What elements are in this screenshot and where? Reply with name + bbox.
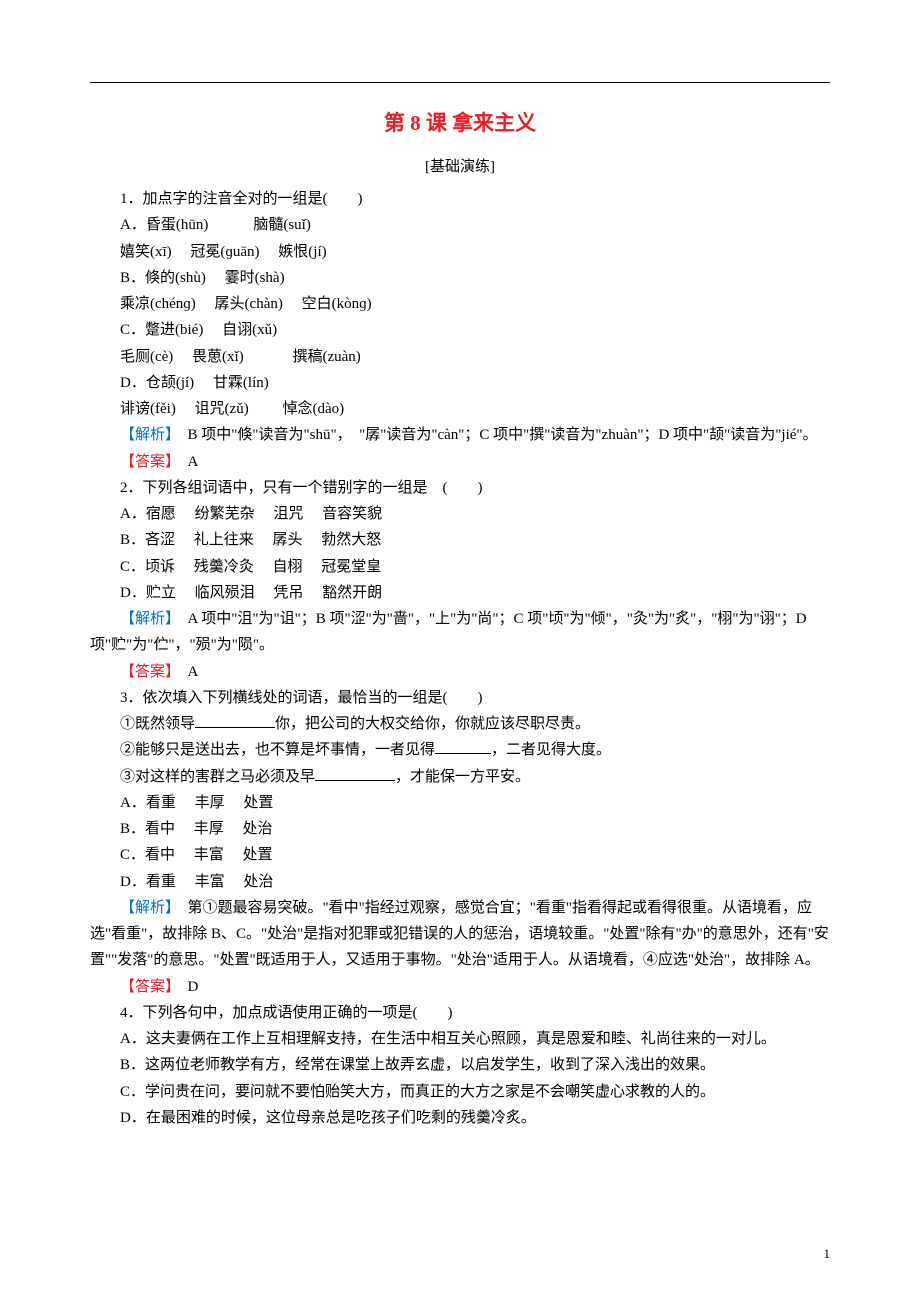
blank-underline bbox=[315, 780, 395, 781]
q2-answer: 【答案】 A bbox=[90, 659, 830, 685]
lesson-title: 第 8 课 拿来主义 bbox=[90, 107, 830, 137]
q1-stem: 1．加点字的注音全对的一组是( ) bbox=[90, 186, 830, 212]
blank-underline bbox=[435, 753, 491, 754]
answer-label: 【答案】 bbox=[120, 664, 173, 680]
q4-stem: 4．下列各句中，加点成语使用正确的一项是( ) bbox=[90, 1000, 830, 1026]
q3-answer: 【答案】 D bbox=[90, 974, 830, 1000]
q3-analysis: 【解析】 第①题最容易突破。"看中"指经过观察，感觉合宜；"看重"指看得起或看得… bbox=[90, 895, 830, 974]
section-subtitle: [基础演练] bbox=[90, 155, 830, 176]
q1-answer-text: A bbox=[173, 454, 199, 470]
document-content: 第 8 课 拿来主义 [基础演练] 1．加点字的注音全对的一组是( ) A．昏蛋… bbox=[0, 0, 920, 1171]
q1-optD-line2: 诽谤(fěi) 诅咒(zǔ) 悼念(dào) bbox=[90, 396, 830, 422]
q2-answer-text: A bbox=[173, 664, 199, 680]
q1-analysis-text: B 项中"倏"读音为"shū"， "孱"读音为"càn"；C 项中"撰"读音为"… bbox=[173, 427, 818, 443]
q3-blank2: ②能够只是送出去，也不算是坏事情，一者见得 ，二者见得大度。 bbox=[90, 737, 830, 763]
q1-optB-line2: 乘凉(chénɡ) 孱头(chàn) 空白(kònɡ) bbox=[90, 291, 830, 317]
q3-line1-a: ①既然领导 bbox=[120, 716, 195, 732]
page-number: 1 bbox=[824, 1246, 831, 1262]
q2-stem: 2．下列各组词语中，只有一个错别字的一组是 ( ) bbox=[90, 475, 830, 501]
answer-label: 【答案】 bbox=[120, 979, 173, 995]
q1-optA-line2: 嬉笑(xī) 冠冕(ɡuān) 嫉恨(jí) bbox=[90, 239, 830, 265]
q1-optA-line1: A．昏蛋(hūn) 脑髓(suǐ) bbox=[90, 212, 830, 238]
q3-stem: 3．依次填入下列横线处的词语，最恰当的一组是( ) bbox=[90, 685, 830, 711]
q4-optD: D．在最困难的时候，这位母亲总是吃孩子们吃剩的残羹冷炙。 bbox=[90, 1105, 830, 1131]
q3-line1-b: 你，把公司的大权交给你，你就应该尽职尽责。 bbox=[275, 716, 590, 732]
q3-optC: C．看中 丰富 处置 bbox=[90, 842, 830, 868]
top-divider bbox=[90, 82, 830, 83]
q2-analysis-text: A 项中"沮"为"诅"；B 项"涩"为"啬"，"上"为"尚"；C 项"顷"为"倾… bbox=[90, 611, 807, 653]
analysis-label: 【解析】 bbox=[120, 611, 173, 627]
q1-answer: 【答案】 A bbox=[90, 449, 830, 475]
answer-label: 【答案】 bbox=[120, 454, 173, 470]
q3-analysis-text: 第①题最容易突破。"看中"指经过观察，感觉合宜；"看重"指看得起或看得很重。从语… bbox=[90, 900, 829, 969]
analysis-label: 【解析】 bbox=[120, 427, 173, 443]
q2-optD: D．贮立 临风殒泪 凭吊 豁然开朗 bbox=[90, 580, 830, 606]
q4-optB: B．这两位老师教学有方，经常在课堂上故弄玄虚，以启发学生，收到了深入浅出的效果。 bbox=[90, 1052, 830, 1078]
q4-optC: C．学问贵在问，要问就不要怕贻笑大方，而真正的大方之家是不会嘲笑虚心求教的人的。 bbox=[90, 1079, 830, 1105]
q3-blank3: ③对这样的害群之马必须及早 ，才能保一方平安。 bbox=[90, 764, 830, 790]
q3-line3-a: ③对这样的害群之马必须及早 bbox=[120, 769, 315, 785]
q1-optB-line1: B．倏的(shù) 霎时(shà) bbox=[90, 265, 830, 291]
q3-optB: B．看中 丰厚 处治 bbox=[90, 816, 830, 842]
q2-optC: C．顷诉 残羹冷灸 自栩 冠冕堂皇 bbox=[90, 554, 830, 580]
q1-optC-line2: 毛厕(cè) 畏葸(xǐ) 撰稿(zuàn) bbox=[90, 344, 830, 370]
q3-blank1: ①既然领导 你，把公司的大权交给你，你就应该尽职尽责。 bbox=[90, 711, 830, 737]
q3-line2-b: ，二者见得大度。 bbox=[491, 742, 611, 758]
q3-line3-b: ，才能保一方平安。 bbox=[395, 769, 530, 785]
blank-underline bbox=[195, 727, 275, 728]
q1-optD-line1: D．仓颉(jí) 甘霖(lín) bbox=[90, 370, 830, 396]
q3-answer-text: D bbox=[173, 979, 199, 995]
analysis-label: 【解析】 bbox=[120, 900, 173, 916]
q3-optA: A．看重 丰厚 处置 bbox=[90, 790, 830, 816]
q4-optA: A．这夫妻俩在工作上互相理解支持，在生活中相互关心照顾，真是恩爱和睦、礼尚往来的… bbox=[90, 1026, 830, 1052]
q2-optB: B．吝涩 礼上往来 孱头 勃然大怒 bbox=[90, 527, 830, 553]
q1-analysis: 【解析】 B 项中"倏"读音为"shū"， "孱"读音为"càn"；C 项中"撰… bbox=[90, 422, 830, 448]
q2-optA: A．宿愿 纷繁芜杂 沮咒 音容笑貌 bbox=[90, 501, 830, 527]
q2-analysis: 【解析】 A 项中"沮"为"诅"；B 项"涩"为"啬"，"上"为"尚"；C 项"… bbox=[90, 606, 830, 659]
q3-optD: D．看重 丰富 处治 bbox=[90, 869, 830, 895]
q1-optC-line1: C．蹩进(bié) 自诩(xǔ) bbox=[90, 317, 830, 343]
q3-line2-a: ②能够只是送出去，也不算是坏事情，一者见得 bbox=[120, 742, 435, 758]
